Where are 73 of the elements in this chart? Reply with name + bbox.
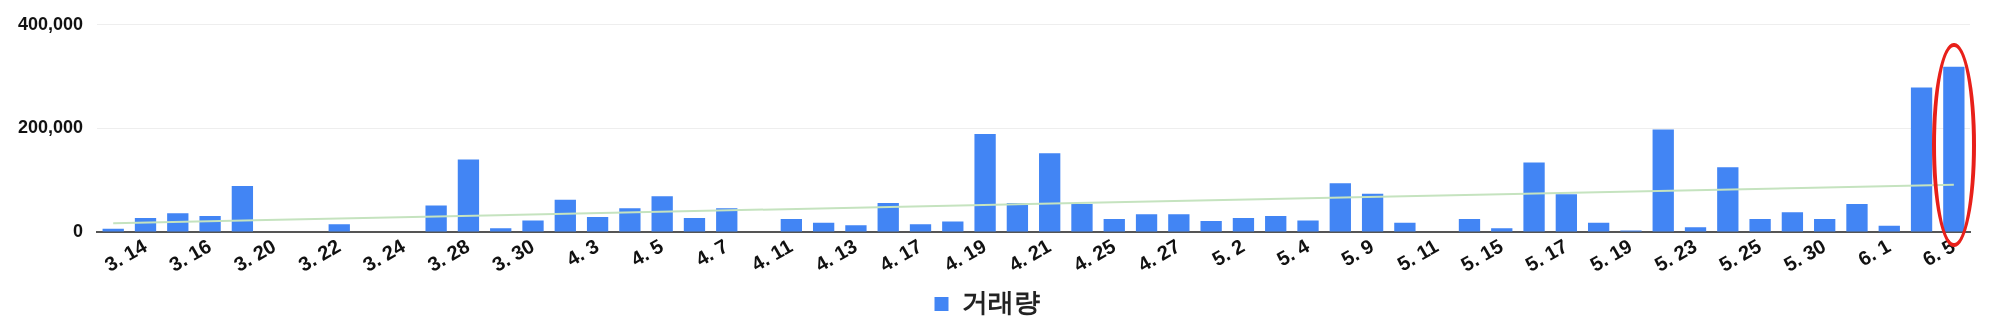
bar bbox=[1814, 219, 1836, 232]
bar bbox=[1717, 167, 1739, 232]
bar bbox=[1103, 219, 1125, 232]
bar bbox=[909, 224, 932, 232]
x-tick-label: 5. 2 bbox=[1208, 234, 1249, 271]
x-tick-label: 4. 17 bbox=[875, 234, 926, 276]
x-tick-label: 3. 24 bbox=[359, 234, 409, 276]
x-tick-label: 4. 7 bbox=[691, 234, 732, 271]
x-tick-label: 4. 27 bbox=[1134, 234, 1184, 276]
bar bbox=[1329, 183, 1351, 232]
bar bbox=[1168, 214, 1190, 232]
bar bbox=[619, 208, 641, 232]
x-tick-label: 5. 19 bbox=[1586, 234, 1636, 276]
x-tick-label: 5. 25 bbox=[1715, 234, 1765, 276]
bar bbox=[1458, 219, 1481, 232]
bar bbox=[1135, 214, 1158, 232]
x-tick-label: 3. 14 bbox=[100, 234, 151, 276]
x-tick-label: 4. 5 bbox=[627, 234, 667, 271]
bar bbox=[1491, 228, 1513, 232]
bar bbox=[651, 196, 673, 232]
x-tick-label: 5. 4 bbox=[1272, 234, 1313, 271]
bar bbox=[877, 202, 899, 232]
bar bbox=[231, 185, 254, 232]
x-tick-label: 3. 20 bbox=[229, 234, 280, 276]
bar bbox=[1265, 215, 1287, 232]
bar bbox=[1846, 204, 1868, 232]
bar bbox=[1555, 194, 1578, 232]
x-tick-label: 3. 28 bbox=[423, 234, 474, 276]
y-tick-label: 400,000 bbox=[17, 13, 84, 34]
x-tick-label: 4. 11 bbox=[747, 234, 797, 276]
bar bbox=[1361, 193, 1384, 232]
bar bbox=[683, 217, 706, 232]
bar bbox=[1071, 204, 1093, 232]
bar bbox=[1232, 217, 1255, 232]
bar bbox=[554, 199, 576, 232]
bar bbox=[1200, 221, 1222, 232]
x-tick-label: 5. 23 bbox=[1650, 234, 1701, 276]
x-tick-label: 5. 17 bbox=[1521, 234, 1572, 276]
bar bbox=[328, 224, 350, 232]
bar bbox=[586, 216, 609, 232]
y-tick-label: 200,000 bbox=[17, 117, 84, 138]
x-tick-label: 4. 25 bbox=[1069, 234, 1120, 276]
bar bbox=[457, 159, 480, 232]
bar bbox=[1297, 220, 1319, 232]
x-tick-label: 5. 9 bbox=[1337, 234, 1378, 271]
bar bbox=[425, 205, 447, 232]
bar bbox=[974, 134, 996, 232]
x-tick-label: 3. 22 bbox=[294, 234, 345, 276]
x-tick-label: 6. 1 bbox=[1854, 234, 1895, 271]
legend-label: 거래량 bbox=[961, 286, 1040, 317]
x-tick-label: 4. 13 bbox=[811, 234, 861, 276]
bar bbox=[1039, 153, 1061, 232]
x-tick-label: 5. 30 bbox=[1779, 234, 1830, 276]
x-tick-label: 3. 16 bbox=[165, 234, 215, 276]
bar bbox=[490, 228, 512, 232]
x-tick-label: 4. 19 bbox=[940, 234, 990, 276]
x-tick-label: 4. 3 bbox=[562, 234, 603, 271]
x-tick-label: 5. 11 bbox=[1393, 234, 1442, 276]
y-tick-label: 0 bbox=[73, 220, 84, 241]
bar bbox=[942, 221, 964, 232]
bar bbox=[1006, 202, 1029, 232]
x-tick-label: 5. 15 bbox=[1457, 234, 1507, 276]
bar bbox=[1652, 129, 1674, 232]
bar bbox=[1749, 219, 1771, 232]
bar bbox=[845, 225, 867, 232]
bar bbox=[1684, 227, 1707, 232]
bar bbox=[522, 220, 544, 232]
bar bbox=[780, 219, 802, 232]
bar bbox=[1394, 222, 1416, 232]
bar bbox=[1523, 162, 1545, 232]
x-tick-label: 3. 30 bbox=[488, 234, 538, 276]
bar bbox=[1781, 212, 1804, 232]
x-tick-label: 4. 21 bbox=[1004, 234, 1055, 276]
